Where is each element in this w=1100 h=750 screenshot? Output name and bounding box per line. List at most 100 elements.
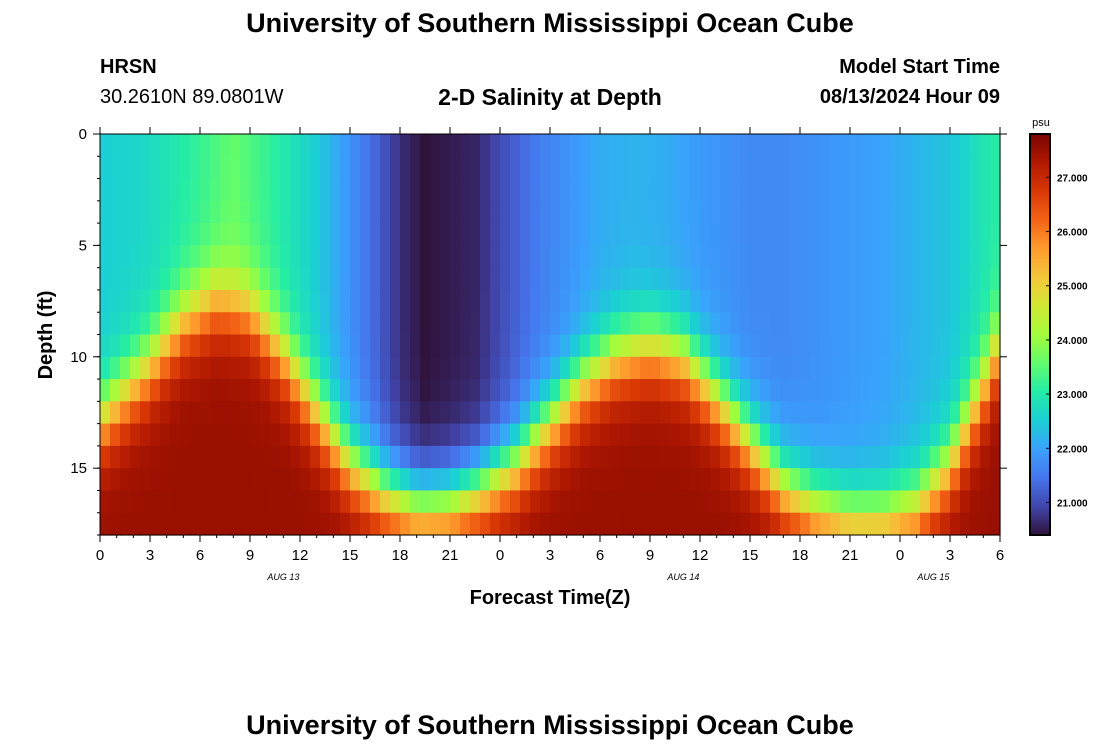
heatmap-cell [180,289,191,313]
heatmap-cell [320,289,331,313]
heatmap-cell [900,156,911,180]
heatmap-cell [620,178,631,202]
heatmap-cell [190,134,201,157]
heatmap-cell [800,334,811,358]
heatmap-cell [960,334,971,358]
heatmap-cell [250,200,261,224]
heatmap-cell [520,156,531,180]
heatmap-cell [660,289,671,313]
heatmap-cell [400,134,411,157]
heatmap-cell [820,445,831,469]
heatmap-cell [370,490,381,514]
heatmap-cell [580,445,591,469]
heatmap-cell [460,289,471,313]
heatmap-cell [930,156,941,180]
heatmap-cell [740,312,751,336]
heatmap-cell [860,223,871,246]
heatmap-cell [170,468,181,492]
heatmap-cell [420,156,431,180]
heatmap-cell [980,468,991,492]
heatmap-cell [460,156,471,180]
heatmap-cell [370,423,381,447]
heatmap-cell [490,156,501,180]
heatmap-cell [840,245,851,269]
heatmap-cell [360,512,371,536]
heatmap-cell [220,156,231,180]
heatmap-cell [360,401,371,425]
heatmap-cell [690,267,701,291]
heatmap-cell [110,379,121,402]
heatmap-cell [560,289,571,313]
heatmap-cell [220,512,231,536]
heatmap-cell [350,356,361,380]
heatmap-cell [420,445,431,469]
heatmap-cell [600,134,611,157]
heatmap-cell [200,379,211,402]
heatmap-cell [230,312,241,336]
heatmap-cell [490,445,501,469]
heatmap-cell [190,468,201,492]
heatmap-cell [590,312,601,336]
heatmap-cell [110,134,121,157]
heatmap-cell [290,178,301,202]
heatmap-cell [660,445,671,469]
heatmap-cell [110,156,121,180]
heatmap-cell [110,245,121,269]
heatmap-cell [670,178,681,202]
heatmap-cell [540,267,551,291]
heatmap-cell [530,245,541,269]
heatmap-cell [100,490,111,514]
heatmap-cell [550,356,561,380]
heatmap-cell [170,379,181,402]
heatmap-cell [310,312,321,336]
heatmap-cell [240,245,251,269]
heatmap-cell [780,312,791,336]
heatmap-cell [630,401,641,425]
heatmap-cell [570,267,581,291]
heatmap-cell [260,289,271,313]
heatmap-cell [840,267,851,291]
heatmap-cell [730,312,741,336]
heatmap-cell [860,312,871,336]
heatmap-cell [790,490,801,514]
heatmap-cell [450,468,461,492]
heatmap-cell [560,223,571,246]
heatmap-cell [220,490,231,514]
heatmap-cell [690,156,701,180]
heatmap-cell [150,423,161,447]
heatmap-cell [140,134,151,157]
model-start-label: Model Start Time [839,56,1000,78]
heatmap-cell [600,379,611,402]
heatmap-cell [270,512,281,536]
heatmap-cell [950,156,961,180]
heatmap-cell [290,423,301,447]
heatmap-cell [580,156,591,180]
heatmap-cell [670,334,681,358]
heatmap-cell [820,379,831,402]
heatmap-cell [960,379,971,402]
heatmap-cell [860,490,871,514]
heatmap-cell [970,178,981,202]
heatmap-cell [580,223,591,246]
heatmap-cell [950,490,961,514]
heatmap-cell [530,445,541,469]
heatmap-cell [590,356,601,380]
heatmap-cell [780,134,791,157]
x-tick-label: 3 [546,547,554,564]
heatmap-cell [600,334,611,358]
heatmap-cell [460,490,471,514]
heatmap-cell [910,200,921,224]
heatmap-cell [550,423,561,447]
heatmap-cell [440,156,451,180]
heatmap-cell [150,445,161,469]
heatmap-cell [660,401,671,425]
heatmap-cell [290,223,301,246]
heatmap-cell [890,267,901,291]
heatmap-cell [280,223,291,246]
heatmap-cell [760,334,771,358]
heatmap-cell [990,289,1001,313]
heatmap-cell [260,134,271,157]
heatmap-cell [400,178,411,202]
heatmap-cell [620,245,631,269]
heatmap-cell [570,245,581,269]
